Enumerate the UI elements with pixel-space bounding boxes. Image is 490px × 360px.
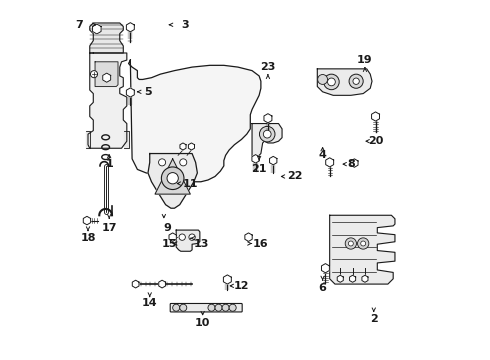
Polygon shape xyxy=(189,143,195,150)
Circle shape xyxy=(215,304,222,311)
Polygon shape xyxy=(349,275,356,282)
Text: 20: 20 xyxy=(368,136,383,146)
Text: 23: 23 xyxy=(260,62,275,72)
Text: 5: 5 xyxy=(144,87,152,97)
Polygon shape xyxy=(245,233,252,242)
Text: 13: 13 xyxy=(193,239,209,248)
Circle shape xyxy=(180,159,187,166)
Text: 12: 12 xyxy=(234,281,249,291)
Text: 1: 1 xyxy=(105,159,113,169)
Polygon shape xyxy=(126,88,134,97)
Circle shape xyxy=(327,78,335,86)
Circle shape xyxy=(345,238,357,249)
Polygon shape xyxy=(126,23,134,32)
Circle shape xyxy=(172,304,180,311)
Text: 10: 10 xyxy=(195,318,210,328)
Circle shape xyxy=(348,241,353,246)
Text: 22: 22 xyxy=(287,171,302,181)
Polygon shape xyxy=(176,230,200,251)
Polygon shape xyxy=(351,159,358,167)
Polygon shape xyxy=(223,275,231,284)
Polygon shape xyxy=(103,73,111,82)
Circle shape xyxy=(349,74,363,88)
Text: 2: 2 xyxy=(370,314,378,324)
Polygon shape xyxy=(86,131,90,148)
Circle shape xyxy=(161,167,184,189)
Polygon shape xyxy=(326,158,334,167)
Polygon shape xyxy=(95,62,118,86)
Polygon shape xyxy=(252,154,259,163)
Polygon shape xyxy=(270,156,277,165)
Polygon shape xyxy=(132,280,139,288)
Polygon shape xyxy=(93,24,101,34)
Text: 17: 17 xyxy=(101,222,117,233)
Circle shape xyxy=(229,304,236,311)
Polygon shape xyxy=(252,123,282,157)
Polygon shape xyxy=(88,53,127,148)
Circle shape xyxy=(167,172,178,184)
Polygon shape xyxy=(330,215,395,284)
Text: 15: 15 xyxy=(162,239,177,248)
Circle shape xyxy=(189,234,195,240)
Polygon shape xyxy=(155,159,190,194)
Circle shape xyxy=(179,234,185,240)
Text: 16: 16 xyxy=(253,239,269,248)
Circle shape xyxy=(159,159,166,166)
Text: 18: 18 xyxy=(80,233,96,243)
Polygon shape xyxy=(321,264,329,273)
Polygon shape xyxy=(362,275,368,282)
Polygon shape xyxy=(148,154,197,208)
Polygon shape xyxy=(180,143,186,150)
Text: 11: 11 xyxy=(183,179,198,189)
Polygon shape xyxy=(83,216,91,225)
Circle shape xyxy=(318,75,327,84)
Text: 21: 21 xyxy=(251,165,267,174)
Polygon shape xyxy=(264,114,272,123)
Polygon shape xyxy=(90,23,123,53)
Text: 8: 8 xyxy=(347,159,355,169)
Circle shape xyxy=(324,74,339,90)
Circle shape xyxy=(260,126,275,142)
Circle shape xyxy=(358,238,369,249)
Text: 4: 4 xyxy=(318,150,326,160)
Circle shape xyxy=(91,71,98,78)
Polygon shape xyxy=(128,60,261,182)
Text: 3: 3 xyxy=(181,20,189,30)
Polygon shape xyxy=(337,275,343,282)
Text: 9: 9 xyxy=(164,222,171,233)
Text: 7: 7 xyxy=(75,20,83,30)
Polygon shape xyxy=(318,69,372,95)
Circle shape xyxy=(222,304,229,311)
Circle shape xyxy=(353,78,359,84)
Circle shape xyxy=(263,130,271,138)
Circle shape xyxy=(361,241,366,246)
FancyBboxPatch shape xyxy=(170,303,242,312)
Polygon shape xyxy=(371,112,380,121)
Polygon shape xyxy=(169,233,176,242)
Circle shape xyxy=(180,304,187,311)
Text: 14: 14 xyxy=(142,298,158,309)
Circle shape xyxy=(208,304,215,311)
Polygon shape xyxy=(124,131,128,148)
Text: 19: 19 xyxy=(357,55,373,65)
Text: 6: 6 xyxy=(318,283,326,293)
Polygon shape xyxy=(159,280,166,288)
